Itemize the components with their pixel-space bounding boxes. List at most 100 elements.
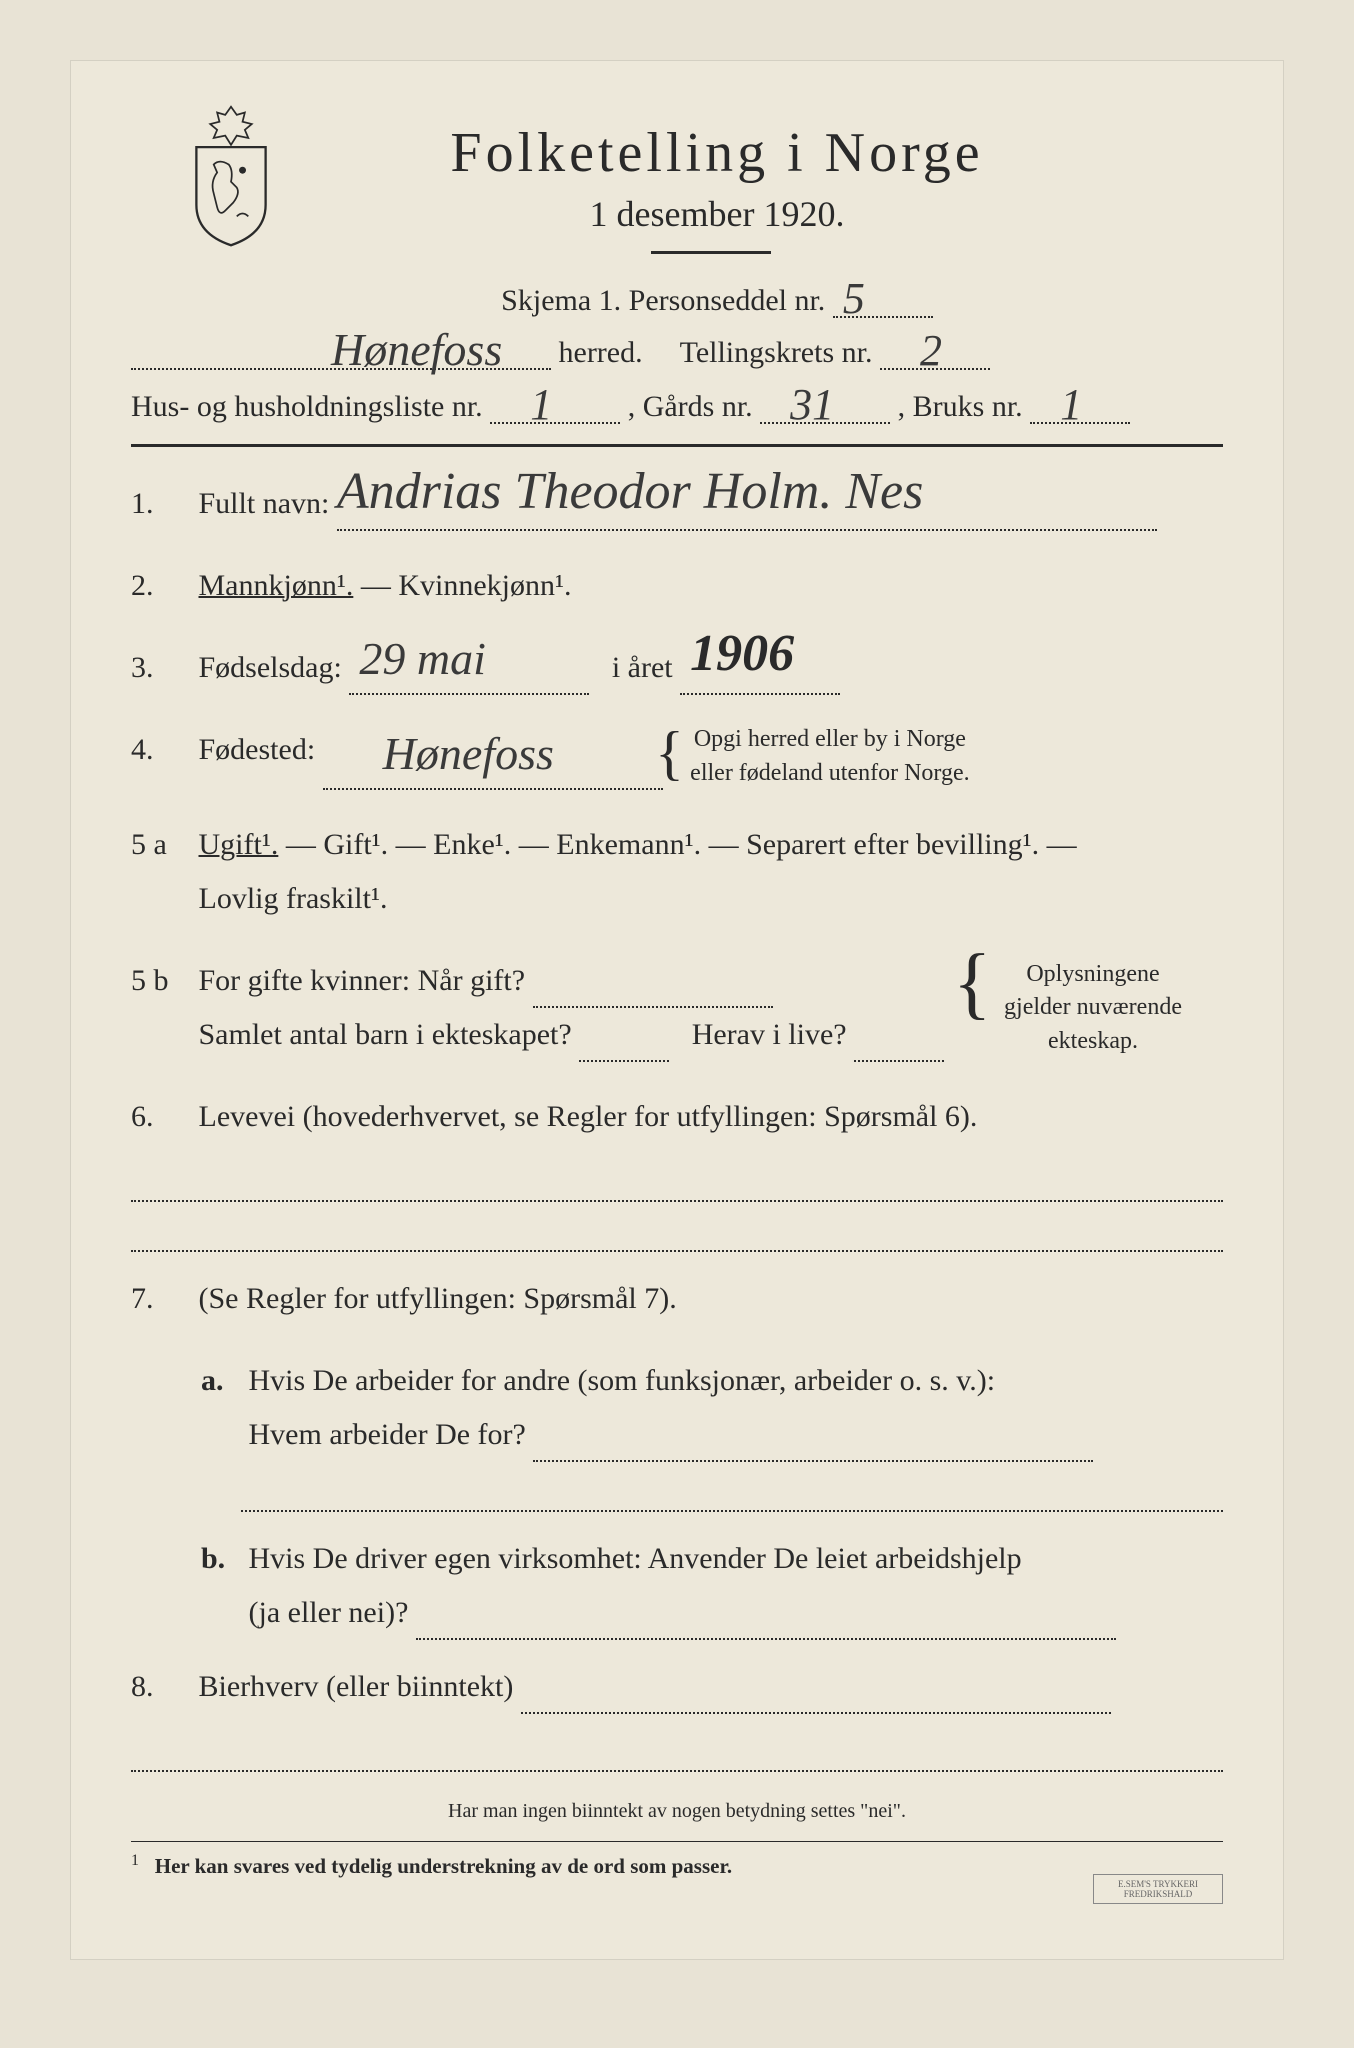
schema-label: Skjema 1. Personseddel nr. xyxy=(501,284,825,317)
q5b-note-1: Oplysningene xyxy=(1026,961,1159,987)
q7a-line2: Hvem arbeider De for? xyxy=(249,1418,526,1451)
q7b-letter: b. xyxy=(201,1532,241,1586)
q4-birthplace: 4. Fødested: Hønefoss { Opgi herred elle… xyxy=(131,723,1223,790)
herred-field: Hønefoss xyxy=(131,368,551,370)
bruks-value: 1 xyxy=(1060,379,1082,430)
q5b-left: 5 b For gifte kvinner: Når gift? Samlet … xyxy=(131,954,963,1062)
q5b-line2b: Herav i live? xyxy=(692,1018,847,1051)
q7-label: (Se Regler for utfyllingen: Spørsmål 7). xyxy=(199,1282,677,1315)
husliste-field: 1 xyxy=(490,422,620,424)
brace-icon: { xyxy=(953,943,991,1023)
q4-note: { Opgi herred eller by i Norge eller fød… xyxy=(670,723,969,790)
q1-num: 1. xyxy=(131,477,191,531)
q5a-marital: 5 a Ugift¹. — Gift¹. — Enke¹. — Enkemann… xyxy=(131,818,1223,926)
bruks-label: , Bruks nr. xyxy=(898,390,1023,423)
q5b-line1: For gifte kvinner: Når gift? xyxy=(199,964,526,997)
year-label: i året xyxy=(612,651,673,684)
bruks-field: 1 xyxy=(1030,422,1130,424)
husliste-label: Hus- og husholdningsliste nr. xyxy=(131,390,483,423)
birthplace-value: Hønefoss xyxy=(383,713,554,796)
q6-occupation: 6. Levevei (hovederhvervet, se Regler fo… xyxy=(131,1090,1223,1144)
q5a-num: 5 a xyxy=(131,818,191,872)
q6-answer-line-1 xyxy=(131,1172,1223,1202)
personseddel-value: 5 xyxy=(843,273,865,324)
marital-ugift: Ugift¹. xyxy=(199,828,279,861)
tellingskrets-field: 2 xyxy=(880,368,990,370)
q5b-line2a: Samlet antal barn i ekteskapet? xyxy=(199,1018,572,1051)
employer-field xyxy=(533,1434,1093,1462)
birth-day-month: 29 mai xyxy=(359,618,486,701)
footnote-text: Her kan svares ved tydelig understreknin… xyxy=(155,1854,732,1878)
q4-label: Fødested: xyxy=(199,733,316,766)
q5a-line2: Lovlig fraskilt¹. xyxy=(199,882,388,915)
q8-label: Bierhverv (eller biinntekt) xyxy=(199,1670,514,1703)
name-value: Andrias Theodor Holm. Nes xyxy=(337,445,923,539)
q6-answer-line-2 xyxy=(131,1222,1223,1252)
birth-year: 1906 xyxy=(690,607,794,701)
gards-field: 31 xyxy=(760,422,890,424)
q5b-num: 5 b xyxy=(131,954,191,1008)
census-form-page: Folketelling i Norge 1 desember 1920. Sk… xyxy=(0,0,1354,2048)
herred-value: Hønefoss xyxy=(331,323,502,376)
name-field: Andrias Theodor Holm. Nes xyxy=(337,529,1157,531)
personseddel-field: 5 xyxy=(833,316,933,318)
q2-gender: 2. Mannkjønn¹. — Kvinnekjønn¹. xyxy=(131,559,1223,613)
brace-icon: { xyxy=(655,723,684,783)
q2-num: 2. xyxy=(131,559,191,613)
q7b: b. Hvis De driver egen virksomhet: Anven… xyxy=(201,1532,1223,1640)
q6-label: Levevei (hovederhvervet, se Regler for u… xyxy=(199,1100,978,1133)
q7-employer: 7. (Se Regler for utfyllingen: Spørsmål … xyxy=(131,1272,1223,1326)
q3-label: Fødselsdag: xyxy=(199,651,342,684)
q7a-answer-line xyxy=(241,1482,1223,1512)
page-title: Folketelling i Norge xyxy=(211,121,1223,185)
footnote-main: 1 Her kan svares ved tydelig understrekn… xyxy=(131,1852,1223,1879)
q5a-content: Ugift¹. — Gift¹. — Enke¹. — Enkemann¹. —… xyxy=(199,818,1221,926)
birth-year-field: 1906 xyxy=(680,693,840,695)
gards-label: , Gårds nr. xyxy=(628,390,753,423)
q6-num: 6. xyxy=(131,1090,191,1144)
marriage-year-field xyxy=(533,980,773,1008)
children-total-field xyxy=(579,1034,669,1062)
q7-num: 7. xyxy=(131,1272,191,1326)
footnote-marker: 1 xyxy=(131,1852,139,1869)
birthplace-field: Hønefoss xyxy=(323,788,663,790)
title-divider xyxy=(651,251,771,254)
q5b-married-women: 5 b For gifte kvinner: Når gift? Samlet … xyxy=(131,954,1223,1062)
q4-num: 4. xyxy=(131,723,191,777)
q5b-note: { Oplysningene gjelder nuværende ekteska… xyxy=(963,958,1223,1059)
hires-help-field xyxy=(416,1612,1116,1640)
q3-birthdate: 3. Fødselsdag: 29 mai i året 1906 xyxy=(131,641,1223,695)
tellingskrets-label: Tellingskrets nr. xyxy=(680,336,873,369)
herred-label: herred. xyxy=(559,336,643,369)
coat-of-arms-icon xyxy=(171,101,291,251)
q5b-note-3: ekteskap. xyxy=(1048,1028,1138,1054)
birth-day-month-field: 29 mai xyxy=(349,693,589,695)
husliste-value: 1 xyxy=(530,379,552,430)
q4-note-line2: eller fødeland utenfor Norge. xyxy=(690,760,969,786)
gender-separator: — xyxy=(361,569,399,602)
q1-label: Fullt navn: xyxy=(199,487,330,520)
q8-answer-line xyxy=(131,1742,1223,1772)
gender-female: Kvinnekjønn¹. xyxy=(398,569,571,602)
q8-secondary-occupation: 8. Bierhverv (eller biinntekt) xyxy=(131,1660,1223,1714)
footnote-note: Har man ingen biinntekt av nogen betydni… xyxy=(131,1800,1223,1823)
children-alive-field xyxy=(854,1034,944,1062)
herred-line: Hønefoss herred. Tellingskrets nr. 2 xyxy=(131,336,1223,370)
q8-num: 8. xyxy=(131,1660,191,1714)
footnote-rule xyxy=(131,1841,1223,1842)
tellingskrets-value: 2 xyxy=(920,325,942,376)
husliste-line: Hus- og husholdningsliste nr. 1 , Gårds … xyxy=(131,390,1223,424)
q1-name: 1. Fullt navn: Andrias Theodor Holm. Nes xyxy=(131,477,1223,531)
form-number-line: Skjema 1. Personseddel nr. 5 xyxy=(211,284,1223,318)
q7a-line1: Hvis De arbeider for andre (som funksjon… xyxy=(249,1364,996,1397)
gender-male: Mannkjønn¹. xyxy=(199,569,354,602)
q7a-letter: a. xyxy=(201,1354,241,1408)
q7a: a. Hvis De arbeider for andre (som funks… xyxy=(201,1354,1223,1462)
subtitle-date: 1 desember 1920. xyxy=(211,193,1223,235)
q7b-line1: Hvis De driver egen virksomhet: Anvender… xyxy=(249,1542,1022,1575)
gards-value: 31 xyxy=(790,379,834,430)
q4-note-line1: Opgi herred eller by i Norge xyxy=(694,726,966,752)
header-section: Folketelling i Norge 1 desember 1920. Sk… xyxy=(131,121,1223,370)
printer-stamp: E.SEM'S TRYKKERI FREDRIKSHALD xyxy=(1093,1874,1223,1904)
q5b-note-2: gjelder nuværende xyxy=(1004,994,1182,1020)
